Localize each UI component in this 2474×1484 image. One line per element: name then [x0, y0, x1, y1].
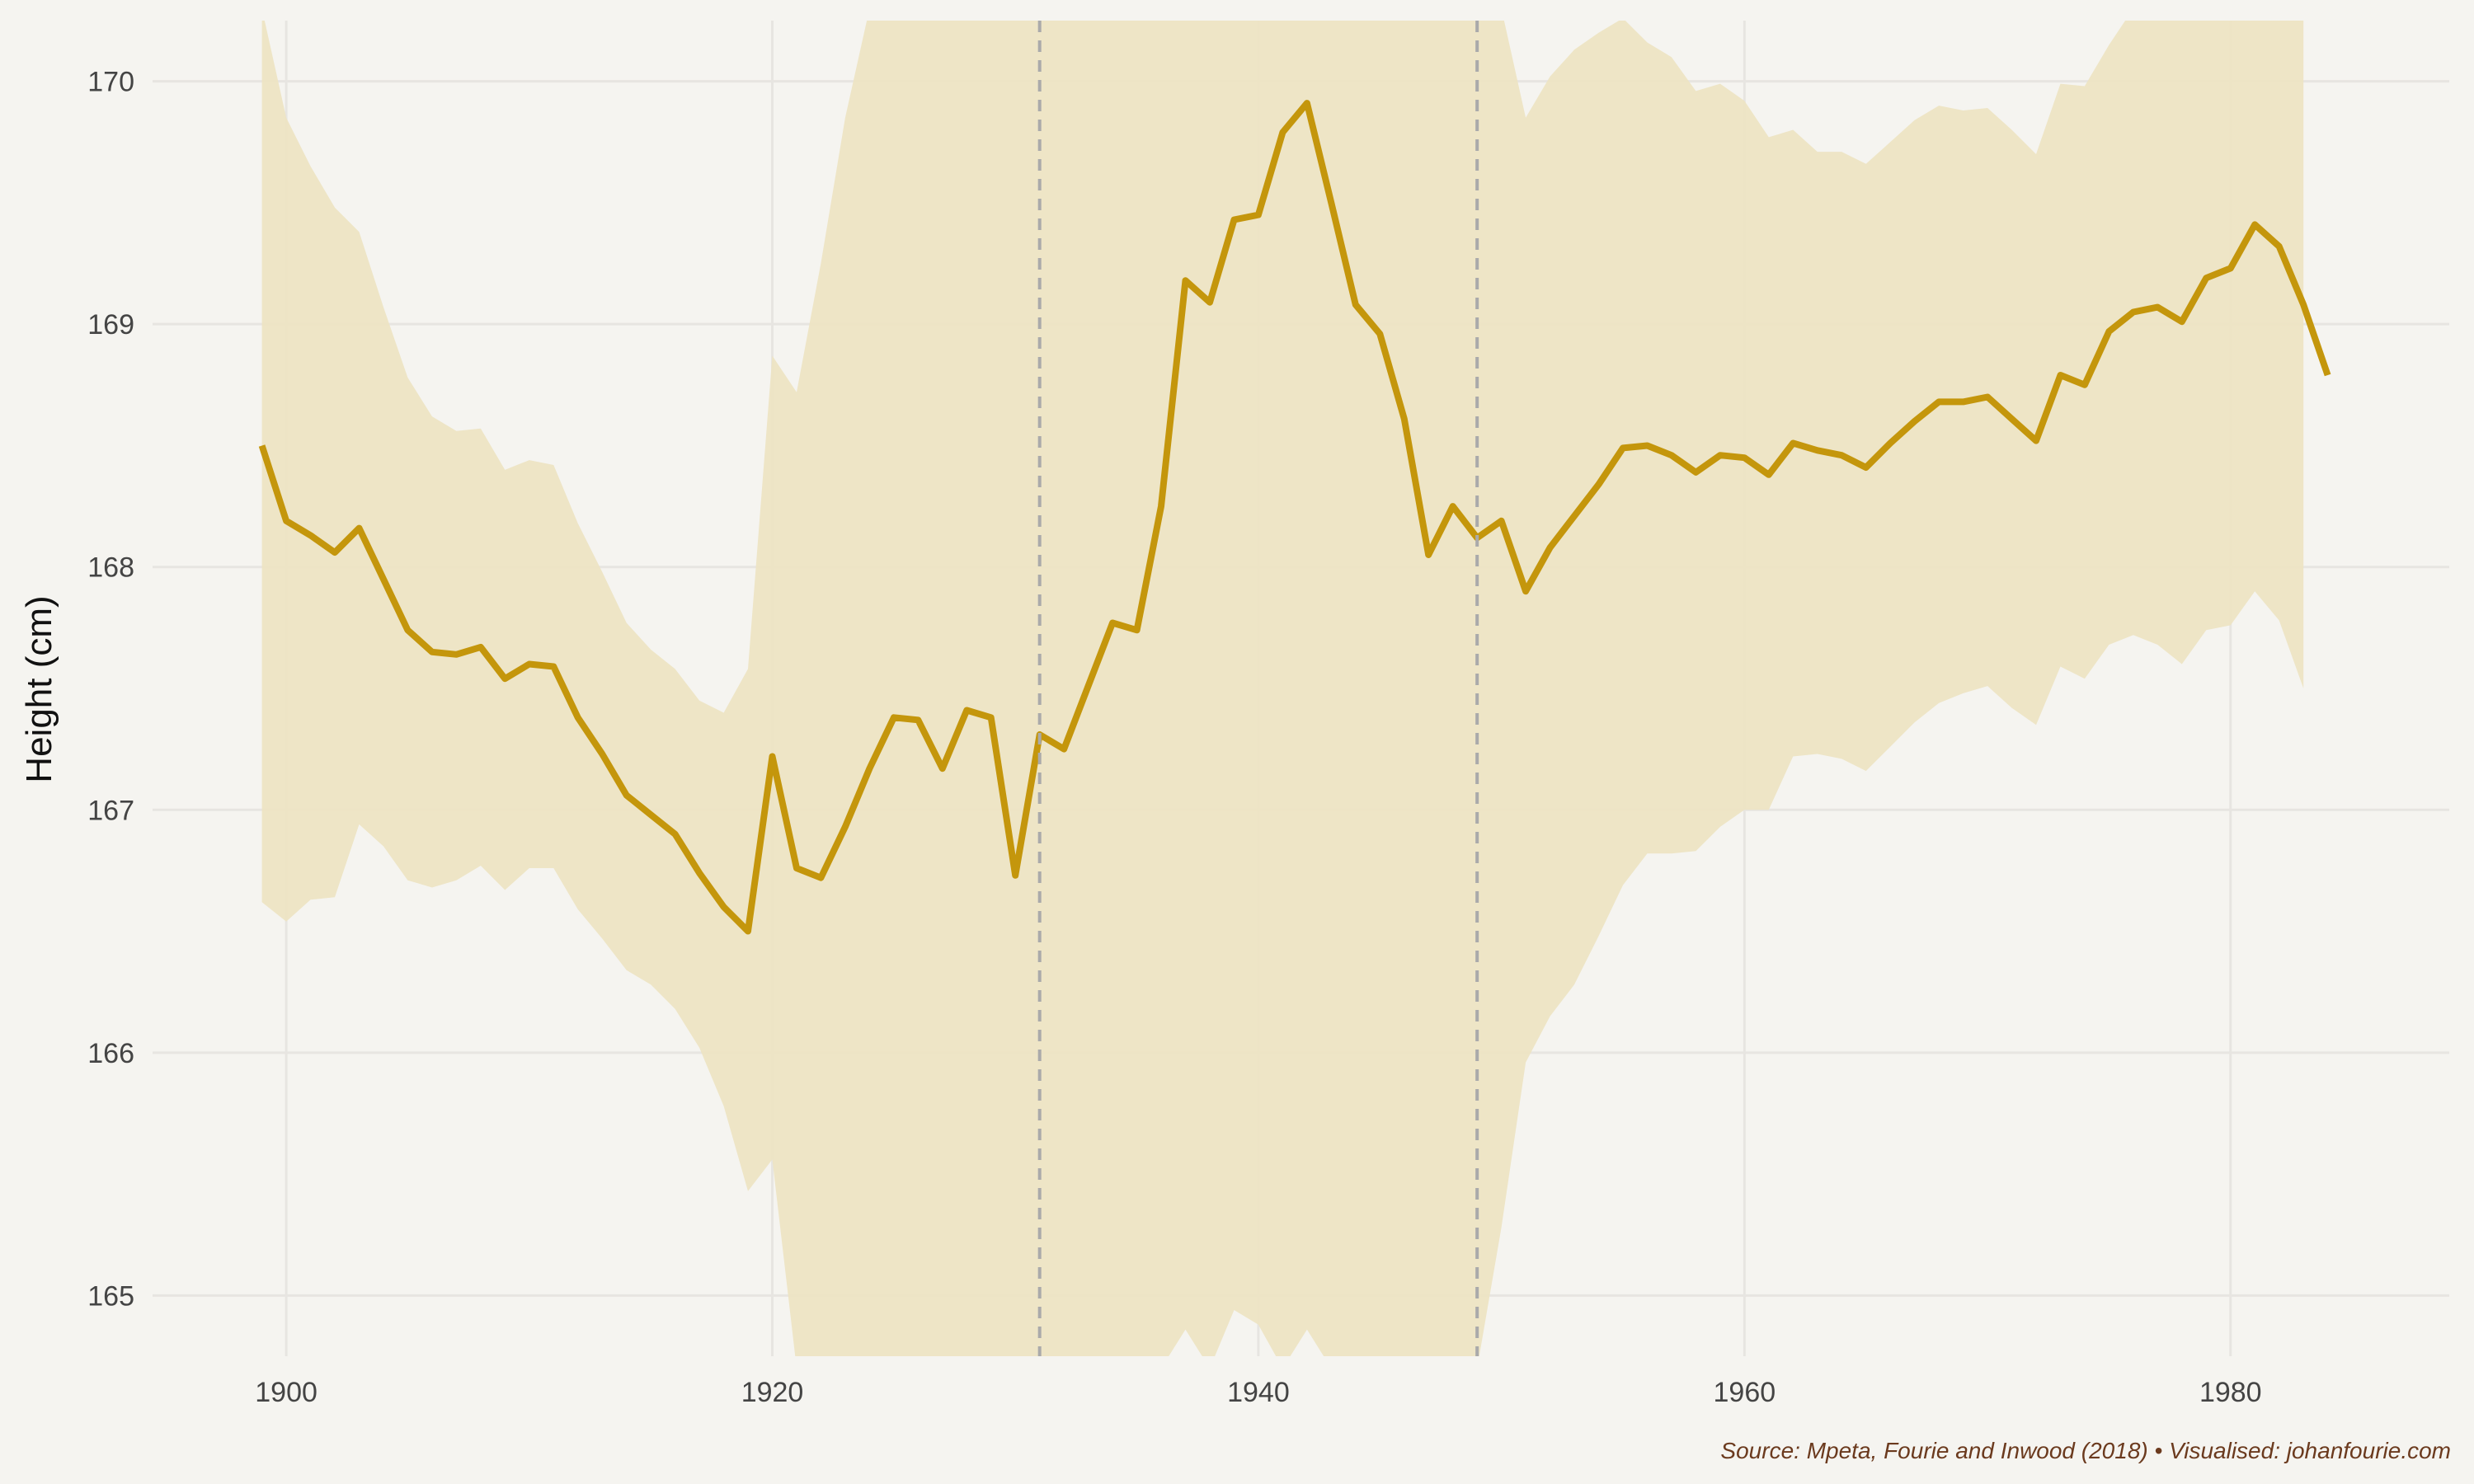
reference-lines [1037, 21, 1479, 1356]
x-tick-label: 1960 [1714, 1377, 1776, 1408]
x-tick-label: 1940 [1227, 1377, 1290, 1408]
y-tick-label: 168 [87, 552, 134, 584]
source-caption: Source: Mpeta, Fourie and Inwood (2018) … [1720, 1438, 2451, 1463]
y-tick-label: 169 [87, 309, 134, 340]
y-axis-title: Height (cm) [19, 595, 59, 782]
y-tick-label: 166 [87, 1038, 134, 1069]
x-tick-label: 1980 [2199, 1377, 2262, 1408]
confidence-band [261, 21, 2304, 1356]
y-tick-label: 170 [87, 67, 134, 98]
y-tick-label: 165 [87, 1280, 134, 1312]
x-tick-label: 1900 [255, 1377, 317, 1408]
x-axis-ticks: 1900 1920 1940 1960 1980 [255, 1377, 2261, 1408]
y-axis-ticks: 165 166 167 168 169 170 [87, 67, 134, 1313]
plot-area [258, 21, 2331, 1356]
y-tick-label: 167 [87, 795, 134, 826]
x-tick-label: 1920 [741, 1377, 804, 1408]
height-series-line [258, 100, 2331, 935]
